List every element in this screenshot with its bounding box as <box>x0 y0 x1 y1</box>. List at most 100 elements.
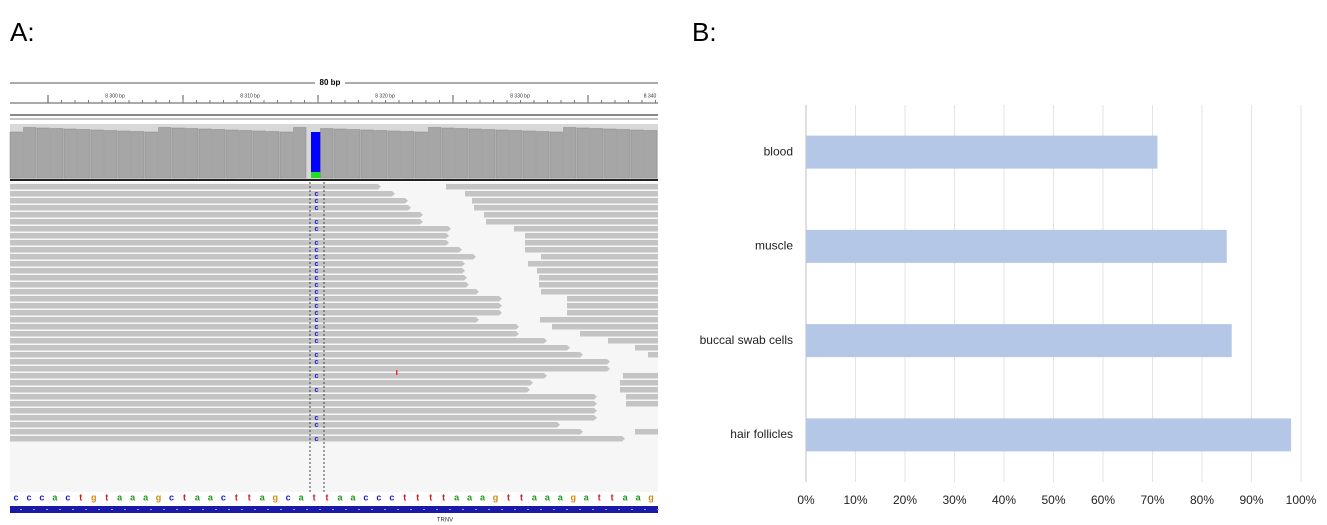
coverage-bar <box>603 128 617 179</box>
read <box>635 429 658 435</box>
read <box>514 226 658 232</box>
x-tick-label: 0% <box>797 493 815 507</box>
mismatch-base: c <box>315 352 319 359</box>
coverage-bar <box>644 130 658 179</box>
mismatch-base: c <box>315 219 319 226</box>
sequence-base: t <box>442 492 445 502</box>
sequence-base: c <box>65 492 70 502</box>
ruler-tick-label: 8 330 bp <box>510 93 530 99</box>
read <box>10 198 405 204</box>
sequence-base: a <box>623 492 629 502</box>
coverage-bar <box>576 127 590 179</box>
read-arrow <box>408 205 411 211</box>
read <box>10 184 378 190</box>
read-arrow <box>516 324 519 330</box>
read-arrow <box>446 233 449 239</box>
read <box>10 303 499 309</box>
x-tick-label: 10% <box>843 493 867 507</box>
mismatch-base: c <box>315 303 319 310</box>
sequence-base: c <box>376 492 381 502</box>
read-arrow <box>622 436 625 442</box>
mismatch-base: c <box>315 422 319 429</box>
read <box>10 219 420 225</box>
read <box>474 205 658 211</box>
coverage-bar <box>387 130 401 179</box>
read <box>10 345 567 351</box>
read-arrow <box>462 268 465 274</box>
coverage-bar <box>50 128 64 179</box>
coverage-bar <box>495 129 509 179</box>
read <box>446 184 658 190</box>
read <box>10 240 446 246</box>
x-tick-label: 60% <box>1091 493 1115 507</box>
read-arrow <box>594 394 597 400</box>
bar <box>806 229 1227 263</box>
coverage-bar <box>441 127 455 179</box>
sequence-base: a <box>143 492 149 502</box>
mismatch-base: c <box>315 359 319 366</box>
read <box>540 317 658 323</box>
read <box>10 233 446 239</box>
coverage-bar <box>239 130 253 179</box>
sequence-base: c <box>13 492 18 502</box>
read-arrow <box>499 310 502 316</box>
coverage-bar <box>158 127 172 179</box>
coverage-bar <box>374 130 388 179</box>
read-arrow <box>567 345 570 351</box>
ruler-span: 80 bp <box>320 78 341 87</box>
sequence-base: t <box>235 492 238 502</box>
mismatch-spot <box>396 370 398 375</box>
panel-label: A: <box>10 17 35 47</box>
mismatch-base: c <box>315 247 319 254</box>
sequence-base: c <box>286 492 291 502</box>
mismatch-base: c <box>315 317 319 324</box>
mismatch-base: c <box>315 240 319 247</box>
mismatch-base: c <box>315 226 319 233</box>
sequence-base: a <box>337 492 343 502</box>
sequence-base: g <box>91 492 97 502</box>
coverage-bar <box>225 129 239 179</box>
read-arrow <box>544 373 547 379</box>
read <box>10 387 527 393</box>
sequence-base: a <box>532 492 538 502</box>
read-arrow <box>476 289 479 295</box>
x-tick-label: 70% <box>1140 493 1164 507</box>
read <box>10 380 530 386</box>
read <box>465 191 658 197</box>
read-arrow <box>544 338 547 344</box>
read <box>626 394 658 400</box>
read <box>608 338 658 344</box>
mismatch-base: c <box>315 261 319 268</box>
read <box>623 373 658 379</box>
read <box>620 387 658 393</box>
coverage-bar <box>131 131 145 179</box>
ruler-tick-label: 8 340 <box>644 93 657 99</box>
read <box>10 436 622 442</box>
coverage-bar <box>144 131 158 179</box>
sequence-base: t <box>416 492 419 502</box>
coverage-bar <box>455 128 469 179</box>
read-arrow <box>580 429 583 435</box>
sequence-base: t <box>313 492 316 502</box>
mismatch-base: c <box>315 338 319 345</box>
sequence-base: c <box>363 492 368 502</box>
read-arrow <box>392 191 395 197</box>
y-tick-label: buccal swab cells <box>700 333 793 347</box>
x-tick-label: 30% <box>942 493 966 507</box>
read <box>10 289 476 295</box>
read <box>525 240 658 246</box>
read <box>552 324 658 330</box>
coverage-bar <box>63 128 77 179</box>
sequence-base: c <box>39 492 44 502</box>
read <box>10 247 459 253</box>
read <box>10 373 544 379</box>
read-arrow <box>378 184 381 190</box>
ruler-tick-label: 8 320 bp <box>375 93 395 99</box>
gene-label: TRNV <box>437 518 453 524</box>
bar <box>806 135 1158 169</box>
mismatch-base: c <box>315 373 319 380</box>
read <box>10 415 594 421</box>
sequence-base: t <box>79 492 82 502</box>
read-arrow <box>405 198 408 204</box>
read <box>567 303 658 309</box>
